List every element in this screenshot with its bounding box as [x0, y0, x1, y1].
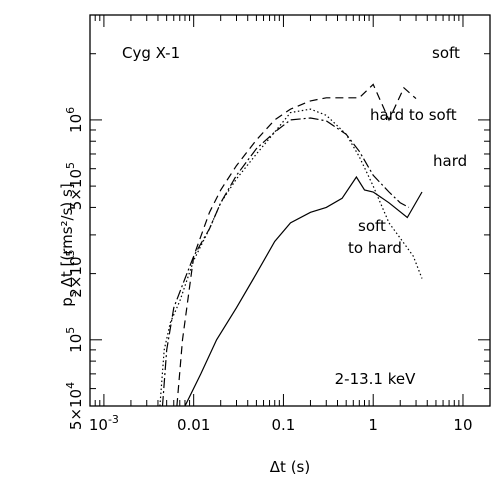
svg-text:psΔt [(rms²/s) s]: ps Δt [(rms²/s) s]	[58, 183, 79, 306]
energy-annotation: 2-13.1 keV	[335, 370, 417, 388]
svg-text:5×104: 5×104	[64, 382, 85, 430]
y-tick-label: 5×105	[64, 162, 85, 210]
series-line-hard-to-soft	[161, 117, 410, 407]
svg-text:105: 105	[64, 327, 85, 353]
axis-ticks	[89, 14, 491, 407]
y-tick-label: 2×105	[64, 250, 85, 298]
series-line-soft	[176, 83, 417, 407]
svg-text:5×105: 5×105	[64, 162, 85, 210]
x-tick-label: 1	[368, 416, 378, 434]
series-label-soft-to-hard-2: to hard	[348, 239, 402, 257]
y-axis-label-sub: s	[66, 291, 79, 297]
y-axis-label-suffix: Δt [(rms²/s) s]	[58, 183, 76, 287]
x-tick-label: 0.01	[177, 416, 210, 434]
y-tick-labels: 5×104 105 2×105 5×105 106	[64, 107, 85, 430]
x-tick-label: 10	[453, 416, 472, 434]
series-label-soft: soft	[432, 44, 460, 62]
plot-frame	[89, 14, 491, 407]
y-tick-label: 106	[64, 107, 85, 133]
y-axis-label-main: p	[58, 297, 76, 307]
x-tick-label: 10-3	[89, 413, 119, 434]
y-tick-label: 5×104	[64, 382, 85, 430]
svg-text:106: 106	[64, 107, 85, 133]
series-label-hard-to-soft: hard to soft	[370, 106, 457, 124]
x-tick-label: 0.1	[272, 416, 296, 434]
plot-border	[89, 14, 491, 407]
series-label-hard: hard	[433, 152, 467, 170]
y-tick-label: 105	[64, 327, 85, 353]
source-annotation: Cyg X-1	[122, 44, 180, 62]
series-line-hard	[184, 175, 423, 407]
x-tick-labels: 10-3 0.01 0.1 1 10	[89, 413, 473, 434]
x-axis-label: Δt (s)	[270, 458, 310, 476]
svg-text:2×105: 2×105	[64, 250, 85, 298]
series-lines	[159, 83, 423, 407]
series-line-soft-to-hard	[159, 108, 423, 407]
series-label-soft-to-hard-1: soft	[358, 217, 386, 235]
y-axis-label: ps Δt [(rms²/s) s]	[58, 183, 79, 306]
